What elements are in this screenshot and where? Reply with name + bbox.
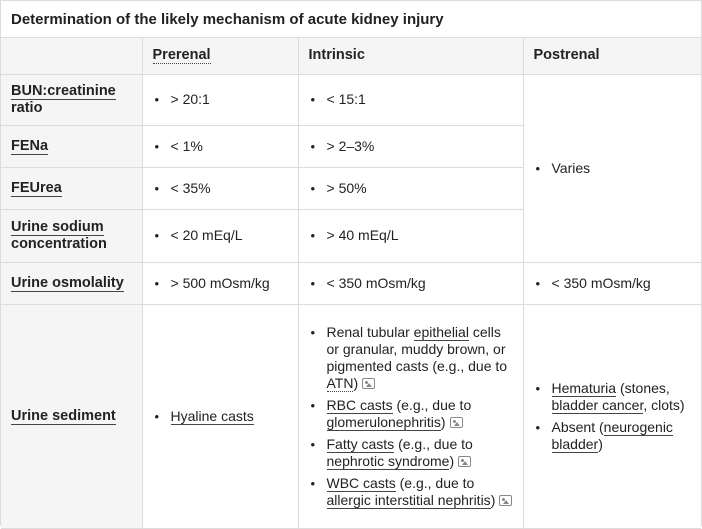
cell-sediment-intrinsic: Renal tubular epithelial cells or granul… <box>297 303 524 529</box>
list-item: < 35% <box>155 180 288 197</box>
list-item: > 50% <box>311 180 513 197</box>
text: (e.g., due to <box>395 474 475 491</box>
rowhead-sediment[interactable]: Urine sediment <box>1 303 143 529</box>
cell-bun-intrinsic: < 15:1 <box>297 73 524 126</box>
row-urine-osmolality: Urine osmolality > 500 mOsm/kg < 350 mOs… <box>1 261 701 305</box>
text: (e.g., due to <box>392 396 472 413</box>
text: Absent <box>551 418 596 435</box>
cell-feurea-intrinsic: > 50% <box>297 166 523 210</box>
list-item: Varies <box>536 160 692 177</box>
glomerulonephritis-link[interactable]: glomerulonephritis <box>326 413 441 431</box>
feurea-link[interactable]: FEUrea <box>11 179 62 197</box>
list-item: > 2–3% <box>311 138 513 155</box>
rowhead-fena[interactable]: FENa <box>1 124 143 168</box>
image-icon[interactable] <box>458 455 472 467</box>
cell-sediment-prerenal: Hyaline casts <box>141 303 299 529</box>
image-icon[interactable] <box>449 416 463 428</box>
text: cells or granular, muddy brown, or pigme… <box>326 323 508 374</box>
row-fena: FENa < 1% > 2–3% <box>1 124 701 168</box>
bladder-cancer-link[interactable]: bladder cancer <box>551 396 644 414</box>
atn-abbr[interactable]: ATN <box>326 374 354 392</box>
bun-link[interactable]: BUN:creatinine <box>11 82 116 100</box>
cell-bun-prerenal: > 20:1 <box>141 73 299 126</box>
list-item: < 20 mEq/L <box>155 227 288 244</box>
list-item: > 40 mEq/L <box>311 227 513 244</box>
header-prerenal[interactable]: Prerenal <box>141 38 299 75</box>
list-item: RBC casts (e.g., due to glomerulonephrit… <box>311 396 513 431</box>
list-item: WBC casts (e.g., due to allergic interst… <box>311 474 513 509</box>
sediment-link[interactable]: Urine sediment <box>11 407 116 425</box>
neurogenic-bladder-link[interactable]: neurogenic bladder <box>551 418 673 453</box>
cell-osmolality-postrenal: < 350 mOsm/kg <box>522 261 701 305</box>
cell-sediment-postrenal: Hematuria (stones, bladder cancer, clots… <box>522 303 701 529</box>
urine-sodium-link[interactable]: Urine sodium <box>11 218 104 236</box>
allergic-interstitial-nephritis-link[interactable]: allergic interstitial nephritis <box>326 491 491 509</box>
text: ) <box>449 452 455 469</box>
text: , clots) <box>643 396 685 413</box>
cell-osmolality-intrinsic: < 350 mOsm/kg <box>297 261 524 305</box>
list-item: < 350 mOsm/kg <box>311 275 513 292</box>
list-item: > 20:1 <box>155 91 288 108</box>
list-item: Hyaline casts <box>155 407 288 425</box>
osmolality-link[interactable]: Urine osmolality <box>11 274 124 292</box>
aki-mechanism-table: Prerenal Intrinsic Postrenal BUN:creatin… <box>1 38 701 529</box>
text: Renal tubular <box>326 323 414 340</box>
cell-feurea-prerenal: < 35% <box>141 166 299 210</box>
fatty-casts-link[interactable]: Fatty casts <box>326 435 395 453</box>
list-item: < 350 mOsm/kg <box>536 275 692 292</box>
image-icon[interactable] <box>499 494 513 506</box>
list-item: < 1% <box>155 138 288 155</box>
text: ) <box>440 413 446 430</box>
table-title: Determination of the likely mechanism of… <box>1 0 701 38</box>
row-urine-sediment: Urine sediment Hyaline casts Renal tubul… <box>1 303 701 529</box>
epithelial-link[interactable]: epithelial <box>413 323 469 341</box>
urine-sodium-label-b: concentration <box>11 235 107 252</box>
nephrotic-syndrome-link[interactable]: nephrotic syndrome <box>326 452 450 470</box>
row-feurea: FEUrea < 35% > 50% <box>1 166 701 210</box>
cell-urine-sodium-intrinsic: > 40 mEq/L <box>297 208 523 263</box>
list-item: Absent (neurogenic bladder) <box>536 418 692 453</box>
cell-fena-intrinsic: > 2–3% <box>297 124 523 168</box>
rbc-casts-link[interactable]: RBC casts <box>326 396 393 414</box>
hematuria-link[interactable]: Hematuria <box>551 379 617 397</box>
text: (stones, <box>616 379 670 396</box>
header-postrenal: Postrenal <box>522 38 701 75</box>
header-prerenal-label[interactable]: Prerenal <box>152 47 211 65</box>
list-item: Fatty casts (e.g., due to nephrotic synd… <box>311 435 513 470</box>
cell-fena-prerenal: < 1% <box>141 124 299 168</box>
rowhead-urine-sodium[interactable]: Urine sodium concentration <box>1 208 143 263</box>
list-item: > 500 mOsm/kg <box>155 275 288 292</box>
text: ) <box>490 491 496 508</box>
header-corner <box>1 38 143 75</box>
row-urine-sodium: Urine sodium concentration < 20 mEq/L > … <box>1 208 701 263</box>
cell-urine-sodium-prerenal: < 20 mEq/L <box>141 208 299 263</box>
row-bun-creatinine: BUN:creatinine ratio > 20:1 < 15:1 Varie… <box>1 73 701 263</box>
bun-label-b: ratio <box>11 99 43 116</box>
header-intrinsic: Intrinsic <box>297 38 524 75</box>
rowhead-osmolality[interactable]: Urine osmolality <box>1 261 143 305</box>
fena-link[interactable]: FENa <box>11 137 49 155</box>
header-row: Prerenal Intrinsic Postrenal <box>1 38 701 75</box>
list-item: < 15:1 <box>311 91 513 108</box>
text: ) <box>353 374 359 391</box>
wbc-casts-link[interactable]: WBC casts <box>326 474 396 492</box>
text: (e.g., due to <box>394 435 473 452</box>
image-icon[interactable] <box>362 377 376 389</box>
text: ( <box>595 418 604 435</box>
hyaline-casts-link[interactable]: Hyaline casts <box>170 407 254 425</box>
rowhead-bun[interactable]: BUN:creatinine ratio <box>1 73 143 126</box>
list-item: Hematuria (stones, bladder cancer, clots… <box>536 379 692 414</box>
cell-postrenal-shared: Varies <box>522 73 701 263</box>
rowhead-feurea[interactable]: FEUrea <box>1 166 143 210</box>
list-item: Renal tubular epithelial cells or granul… <box>311 323 513 392</box>
cell-osmolality-prerenal: > 500 mOsm/kg <box>141 261 299 305</box>
text: ) <box>598 435 603 452</box>
